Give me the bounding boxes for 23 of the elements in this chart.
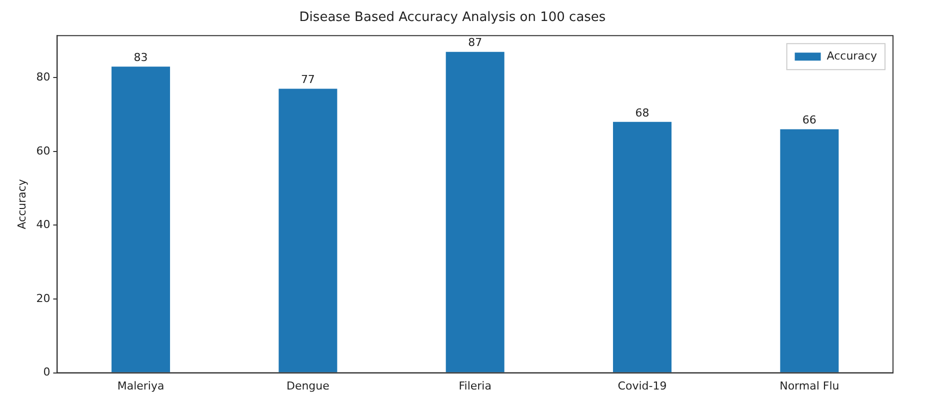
- x-tick-label: Dengue: [286, 379, 330, 392]
- bar: [780, 129, 839, 372]
- y-axis-title: Accuracy: [15, 178, 28, 230]
- chart-title: Disease Based Accuracy Analysis on 100 cases: [299, 10, 606, 26]
- bar: [446, 52, 504, 372]
- y-tick-label: 20: [36, 292, 50, 305]
- y-tick-label: 80: [36, 70, 50, 84]
- y-tick-label: 60: [36, 144, 50, 158]
- x-tick-label: Normal Flu: [780, 379, 840, 392]
- data-label: 87: [468, 36, 482, 50]
- x-tick-label: Covid-19: [618, 379, 667, 392]
- y-tick-label: 40: [36, 218, 50, 232]
- bar: [112, 66, 170, 372]
- x-tick-label: Fileria: [458, 379, 492, 392]
- data-label: 66: [802, 114, 816, 127]
- bar: [278, 88, 338, 372]
- data-label: 83: [134, 50, 148, 64]
- data-label: 77: [300, 73, 315, 86]
- data-label: 68: [635, 106, 650, 120]
- x-tick-label: Maleriya: [117, 379, 164, 392]
- bar: [613, 122, 672, 372]
- legend-label: Accuracy: [826, 49, 878, 62]
- y-tick-label: 0: [43, 366, 50, 379]
